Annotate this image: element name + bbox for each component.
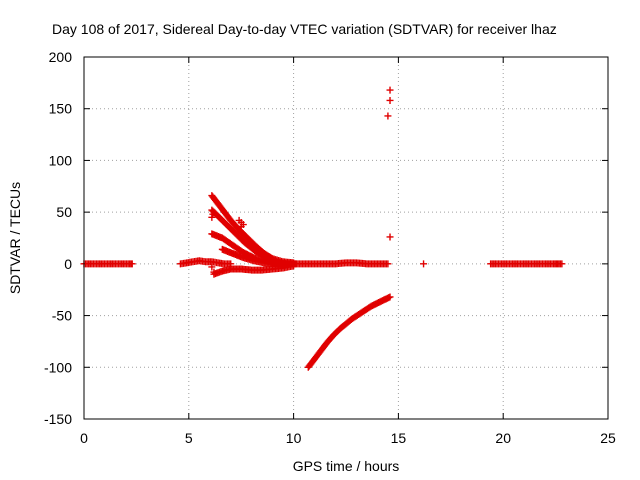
data-point: [386, 86, 394, 94]
data-point: [420, 260, 428, 268]
y-tick-label: 0: [64, 256, 72, 272]
data-point: [386, 96, 394, 104]
x-tick-label: 25: [600, 430, 616, 446]
plot-frame: [83, 56, 609, 420]
data-point: [210, 268, 218, 276]
gridlines: [84, 57, 608, 419]
y-tick-label: 200: [49, 49, 73, 65]
data-point: [384, 112, 392, 120]
x-tick-label: 20: [495, 430, 511, 446]
x-tick-label: 10: [286, 430, 302, 446]
y-tick-label: 100: [49, 152, 73, 168]
data-point: [237, 223, 245, 231]
x-tick-label: 0: [80, 430, 88, 446]
x-tick-label: 15: [391, 430, 407, 446]
data-points: [80, 86, 566, 371]
y-tick-label: 150: [49, 101, 73, 117]
data-point: [384, 260, 392, 268]
tick-labels: 0 5 10 15 20 25 -150 -100 -50 0 50 100 150 200: [44, 49, 616, 446]
x-axis-label: GPS time / hours: [293, 458, 400, 474]
chart-title: Day 108 of 2017, Sidereal Day-to-day VTE…: [52, 21, 557, 37]
data-point: [209, 210, 217, 218]
data-point: [208, 263, 216, 271]
data-point: [208, 213, 216, 221]
data-point: [386, 233, 394, 241]
x-tick-label: 5: [185, 430, 193, 446]
data-point: [128, 260, 136, 268]
data-point: [558, 260, 566, 268]
y-tick-label: -150: [44, 411, 72, 427]
y-tick-label: -100: [44, 359, 72, 375]
axis-ticks: [83, 56, 609, 420]
y-axis-label: SDTVAR / TECUs: [7, 182, 23, 294]
y-tick-label: 50: [56, 204, 72, 220]
y-tick-label: -50: [52, 308, 72, 324]
data-point: [386, 293, 394, 301]
